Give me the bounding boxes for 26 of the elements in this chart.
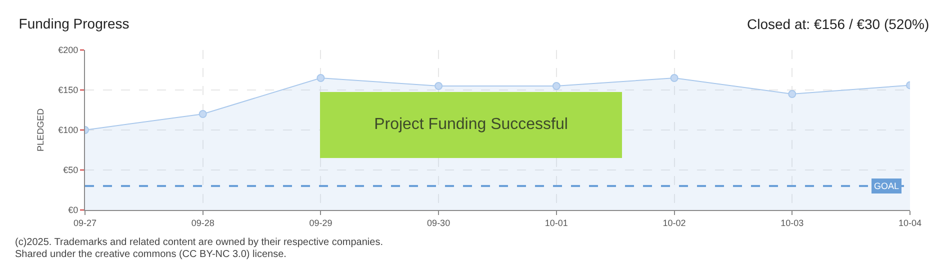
y-tick-label: €100 <box>58 125 78 136</box>
text: (c)2025. Trademarks and related content are owned by their respective companies. <box>15 237 383 248</box>
x-tick-label: 09-28 <box>191 218 214 228</box>
x-tick-label: 10-04 <box>898 218 922 228</box>
x-tick-label: 09-27 <box>73 218 97 228</box>
x-tick-label: 10-03 <box>780 218 804 228</box>
x-tick-label: 10-01 <box>544 218 568 228</box>
x-tick-label: 09-30 <box>427 218 450 228</box>
y-tick-label: €200 <box>58 45 78 56</box>
point <box>316 74 325 82</box>
ref-line-label: GOAL <box>874 181 900 191</box>
point <box>788 90 796 98</box>
chart-title: Funding Progress <box>18 16 130 32</box>
banner: Project Funding Successful <box>320 92 622 158</box>
text: Shared under the creative commons (CC BY-NC 3.0) license. <box>15 249 286 260</box>
x-tick-label: 09-29 <box>309 218 332 228</box>
point <box>552 82 560 90</box>
y-tick-label: €0 <box>68 205 78 216</box>
y-tick-label: €150 <box>58 85 78 96</box>
x-tick-label: 10-02 <box>662 218 686 228</box>
point <box>434 82 443 90</box>
point <box>670 74 678 82</box>
text: Closed at: €156 / €30 (520%) <box>747 16 930 32</box>
y-tick-label: €50 <box>63 165 78 176</box>
point <box>198 110 207 118</box>
y-axis-title: PLEDGED <box>36 108 46 152</box>
